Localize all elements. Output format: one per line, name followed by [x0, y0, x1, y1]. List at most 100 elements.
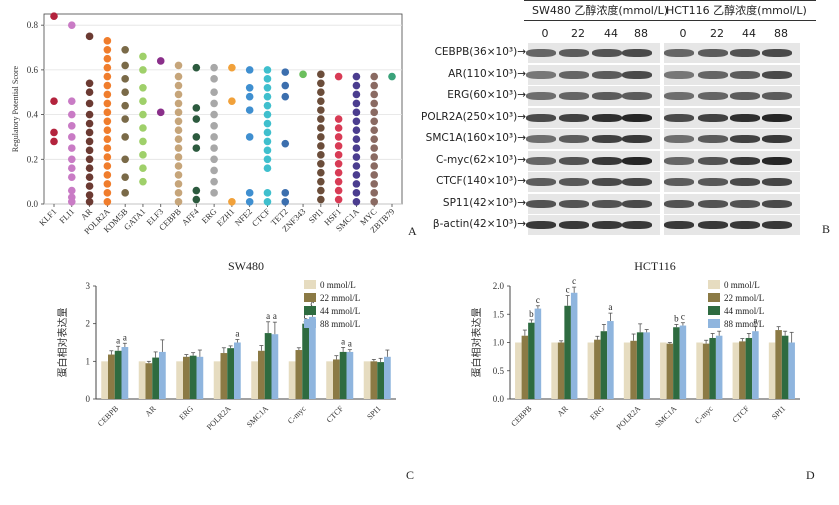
data-point [263, 146, 272, 155]
bar [660, 342, 667, 399]
data-point [139, 177, 147, 186]
bar [643, 332, 650, 399]
data-point [245, 189, 254, 197]
data-point [352, 162, 361, 170]
x-tick-label: KLF1 [37, 206, 58, 227]
data-point [281, 189, 290, 197]
data-point [139, 110, 147, 119]
data-point [370, 135, 379, 143]
bar [145, 363, 153, 399]
data-point [139, 164, 147, 173]
data-point [174, 153, 183, 161]
data-point [210, 155, 218, 164]
data-point [370, 171, 379, 179]
bar [213, 361, 221, 399]
data-point [85, 197, 94, 206]
blot-band [698, 135, 728, 143]
blot-band [664, 92, 694, 100]
y-tick-label: 0.8 [27, 20, 39, 30]
data-point [67, 164, 76, 173]
bar [384, 356, 391, 399]
data-point [103, 117, 112, 126]
data-point [299, 70, 307, 79]
blot-row-label: CEBPB(36×10³)→ [434, 46, 526, 58]
data-point [85, 137, 94, 146]
legend-label: 0 mmol/L [320, 280, 356, 290]
data-point [85, 164, 94, 173]
blot-band [622, 92, 652, 100]
significance-label: c [304, 311, 308, 321]
y-tick-label: 0.2 [27, 154, 38, 164]
data-point [103, 153, 112, 161]
data-point [263, 164, 272, 173]
data-point [317, 106, 325, 114]
x-tick-label: C-myc [693, 404, 715, 426]
western-blot-panel: SW480 乙醇浓度(mmol/L) HCT116 乙醇浓度(mmol/L) 0… [420, 0, 816, 236]
data-point [156, 108, 165, 117]
panel-label-a: A [408, 224, 417, 238]
data-point [352, 90, 361, 99]
bar [564, 305, 571, 399]
bar [745, 337, 753, 399]
x-tick-label: FLI1 [57, 206, 76, 225]
data-point [317, 142, 325, 150]
significance-label: a [235, 328, 239, 338]
hct116-protein-expression-chart: HCT116 0.0 0.5 1.0 1.5 2.0 蛋白相对表达量 CEBPB AR ERG PO… [470, 259, 800, 432]
blot-band [559, 221, 589, 229]
x-tick-label: SPI1 [306, 206, 325, 225]
bar [768, 342, 776, 399]
blot-band [762, 49, 792, 57]
blot-band [592, 49, 622, 57]
blot-band [622, 178, 652, 186]
data-point [174, 90, 183, 99]
data-point [370, 81, 379, 90]
bar [788, 342, 795, 399]
data-point [67, 97, 76, 105]
data-point [192, 186, 201, 195]
data-point [334, 142, 343, 150]
blot-header-sw480: SW480 乙醇浓度(mmol/L) [532, 4, 668, 17]
bar [534, 308, 542, 399]
blot-band [664, 156, 694, 165]
data-point [281, 139, 290, 148]
data-point [192, 133, 201, 141]
blot-band [762, 70, 792, 79]
data-point [67, 121, 76, 130]
legend-swatch [708, 280, 720, 289]
data-point [121, 155, 129, 164]
bar [346, 351, 354, 399]
data-point [210, 99, 218, 108]
data-point [103, 135, 112, 143]
blot-band [526, 156, 556, 165]
legend-label: 88 mmol/L [724, 319, 764, 329]
plot-frame [43, 13, 403, 205]
data-point [103, 126, 112, 135]
blot-band [730, 49, 760, 57]
data-point [228, 197, 236, 206]
data-point [67, 155, 76, 164]
data-point [192, 144, 201, 152]
data-point [317, 177, 325, 186]
data-point [245, 83, 254, 92]
blot-band [622, 135, 652, 143]
data-point [85, 79, 94, 88]
blot-band [698, 199, 728, 208]
significance-label: a [348, 339, 352, 349]
bar [326, 361, 333, 399]
data-point [334, 168, 343, 177]
x-tick-label: AR [143, 404, 158, 419]
blot-band [559, 156, 589, 165]
data-point [370, 162, 379, 170]
bar [752, 331, 759, 399]
blot-band [526, 199, 556, 208]
data-point [281, 92, 290, 101]
data-point [370, 72, 379, 81]
x-tick-label: CEBPB [96, 404, 120, 428]
data-point [174, 72, 183, 81]
data-point [85, 88, 94, 97]
significance-label: a [266, 311, 270, 321]
blot-row-label: ERG(60×10³)→ [447, 89, 526, 101]
y-axis-label: 蛋白相对表达量 [56, 308, 69, 378]
blot-row-label: C-myc(62×10³)→ [435, 153, 526, 166]
data-point [334, 72, 343, 81]
